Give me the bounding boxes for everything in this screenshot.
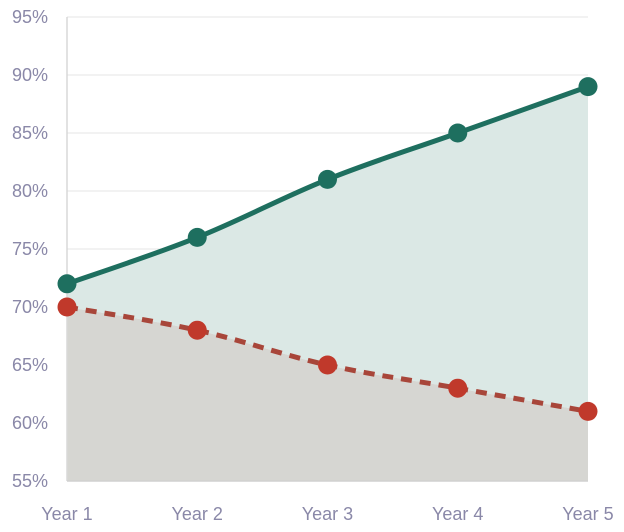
series-1-point <box>448 123 468 143</box>
series-1-point <box>578 77 598 97</box>
x-tick-label: Year 2 <box>172 504 223 524</box>
y-tick-label: 70% <box>12 297 48 317</box>
series-2-point <box>57 297 77 317</box>
y-tick-label: 75% <box>12 239 48 259</box>
area-fill-series-2 <box>67 307 588 481</box>
y-tick-label: 85% <box>12 123 48 143</box>
y-tick-label: 90% <box>12 65 48 85</box>
series-2-point <box>318 355 337 375</box>
series-2-point <box>187 320 207 340</box>
y-tick-label: 55% <box>12 471 48 491</box>
x-tick-labels: Year 1 Year 2 Year 3 Year 4 Year 5 <box>41 504 613 524</box>
x-tick-label: Year 3 <box>302 504 353 524</box>
axes <box>66 17 588 482</box>
series-2-point <box>578 401 598 421</box>
series-1-point <box>318 169 337 189</box>
series-1-point <box>57 274 77 294</box>
y-tick-label: 65% <box>12 355 48 375</box>
y-tick-label: 60% <box>12 413 48 433</box>
y-tick-label: 95% <box>12 7 48 27</box>
y-tick-label: 80% <box>12 181 48 201</box>
area-fills <box>67 86 588 481</box>
x-tick-label: Year 5 <box>562 504 613 524</box>
y-tick-labels: 55% 60% 65% 70% 75% 80% 85% 90% 95% <box>12 7 48 491</box>
x-tick-label: Year 1 <box>41 504 92 524</box>
series-2-point <box>448 378 468 398</box>
series-points <box>57 77 598 421</box>
x-tick-label: Year 4 <box>432 504 483 524</box>
series-1-point <box>187 227 207 247</box>
